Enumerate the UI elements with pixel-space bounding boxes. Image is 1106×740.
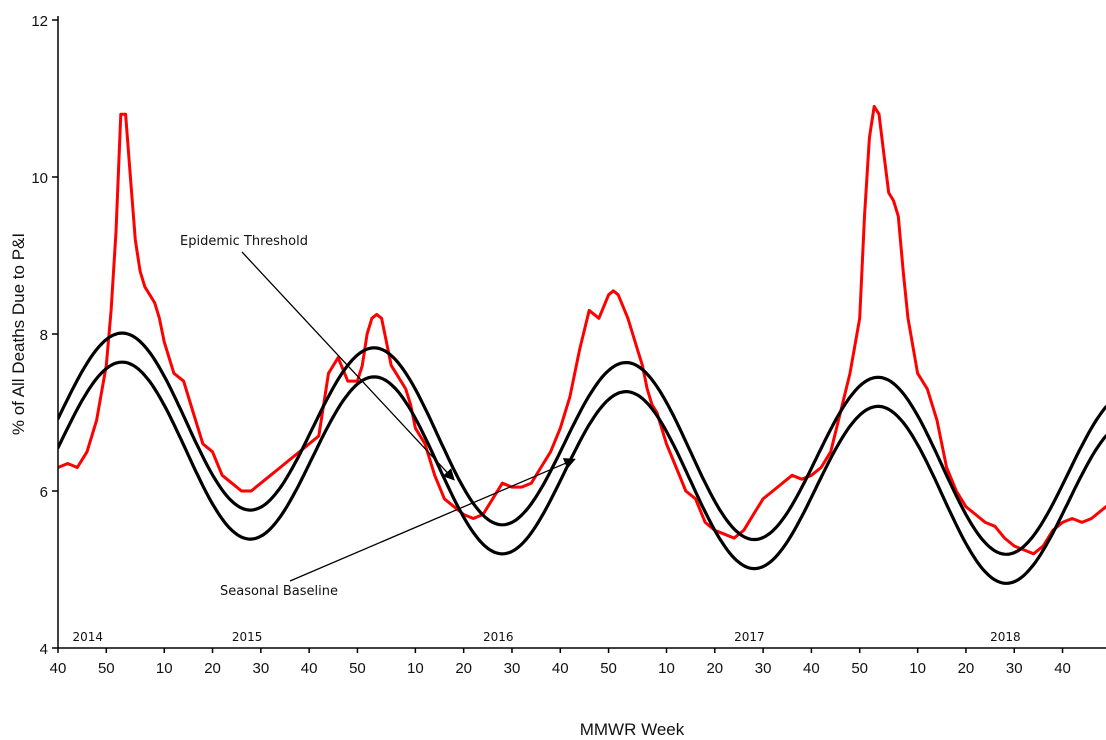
x-tick-label: 30: [252, 660, 269, 677]
x-tick-label: 40: [1054, 660, 1071, 677]
x-tick-label: 30: [755, 660, 772, 677]
x-tick-label: 10: [407, 660, 424, 677]
x-tick-label: 50: [98, 660, 115, 677]
year-label: 2014: [72, 630, 103, 644]
y-tick-label: 12: [31, 13, 48, 30]
x-tick-label: 10: [658, 660, 675, 677]
x-tick-label: 10: [909, 660, 926, 677]
x-tick-label: 20: [958, 660, 975, 677]
x-tick-label: 30: [504, 660, 521, 677]
annotation-label-baseline: Seasonal Baseline: [220, 584, 338, 599]
y-tick-label: 8: [40, 327, 48, 344]
annotation-arrow-threshold: [241, 251, 455, 481]
y-tick-label: 6: [40, 484, 48, 501]
x-tick-label: 20: [204, 660, 221, 677]
y-tick-label: 10: [31, 170, 48, 187]
x-tick-label: 20: [706, 660, 723, 677]
x-tick-label: 40: [301, 660, 318, 677]
year-label: 2018: [990, 630, 1021, 644]
y-tick-label: 4: [40, 641, 48, 658]
x-tick-label: 50: [600, 660, 617, 677]
y-axis-title: % of All Deaths Due to P&I: [9, 233, 28, 435]
x-tick-label: 40: [50, 660, 67, 677]
annotation-arrow-baseline: [289, 458, 576, 582]
x-tick-label: 40: [552, 660, 569, 677]
x-tick-label: 10: [156, 660, 173, 677]
x-axis-title: MMWR Week: [580, 720, 685, 739]
series-line-seasonal-baseline: [58, 360, 1106, 585]
x-tick-label: 50: [851, 660, 868, 677]
year-label: 2015: [232, 630, 263, 644]
series-line-pi-mortality: [58, 104, 1106, 556]
year-label: 2017: [734, 630, 765, 644]
annotation-label-threshold: Epidemic Threshold: [180, 234, 308, 249]
x-tick-label: 20: [455, 660, 472, 677]
x-tick-label: 30: [1006, 660, 1023, 677]
x-tick-label: 50: [349, 660, 366, 677]
x-tick-label: 40: [803, 660, 820, 677]
year-label: 2016: [483, 630, 514, 644]
series-line-epidemic-threshold: [58, 331, 1106, 556]
